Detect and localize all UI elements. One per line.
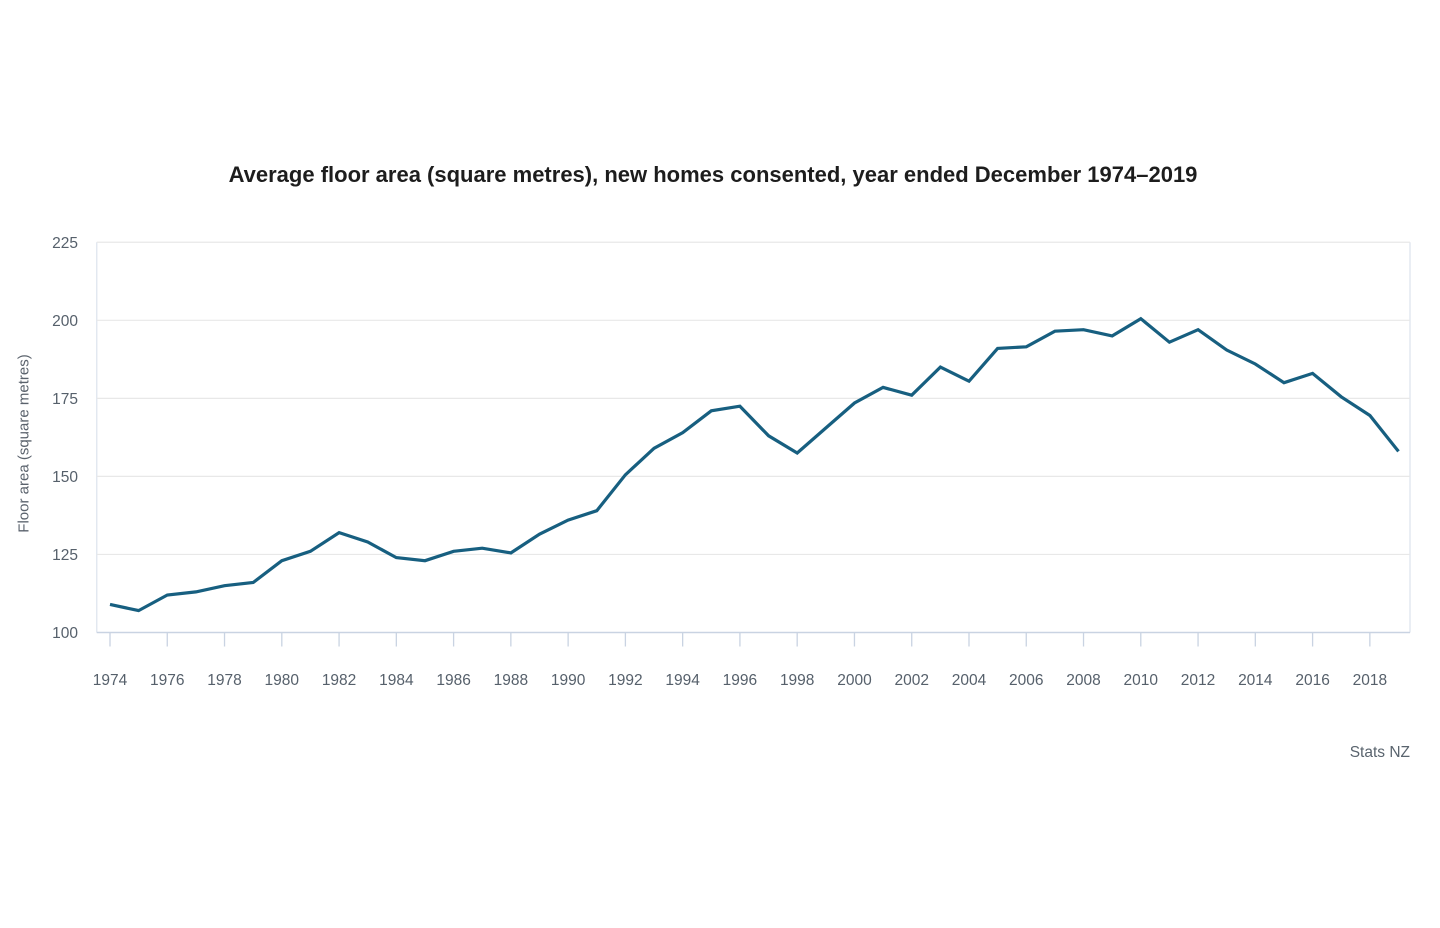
y-tick-label-175: 175	[52, 391, 78, 408]
x-tick-label-1996: 1996	[723, 672, 757, 689]
x-tick-label-1992: 1992	[608, 672, 642, 689]
x-tick-label-1984: 1984	[379, 672, 414, 689]
chart-title: Average floor area (square metres), new …	[228, 162, 1198, 187]
x-tick-label-2012: 2012	[1181, 672, 1215, 689]
x-tick-label-2010: 2010	[1124, 672, 1159, 689]
x-tick-label-1976: 1976	[150, 672, 184, 689]
x-tick-label-1998: 1998	[780, 672, 814, 689]
trend-line-average-floor-area	[109, 316, 1400, 613]
x-tick-label-1980: 1980	[265, 672, 300, 689]
x-tick-label-1990: 1990	[551, 672, 586, 689]
y-tick-label-200: 200	[52, 313, 78, 330]
x-tick-label-1986: 1986	[436, 672, 470, 689]
source-attribution: Stats NZ	[1349, 744, 1410, 761]
x-tick-label-2002: 2002	[894, 672, 928, 689]
x-tick-label-2016: 2016	[1295, 672, 1329, 689]
x-tick-label-2014: 2014	[1238, 672, 1273, 689]
y-tick-label-150: 150	[52, 469, 78, 486]
x-tick-label-2006: 2006	[1009, 672, 1043, 689]
x-tick-label-2008: 2008	[1066, 672, 1100, 689]
x-tick-label-1994: 1994	[665, 672, 700, 689]
x-tick-label-2004: 2004	[952, 672, 987, 689]
x-tick-label-1978: 1978	[207, 672, 241, 689]
x-tick-label-1974: 1974	[93, 672, 128, 689]
y-tick-label-100: 100	[52, 625, 78, 642]
x-tick-label-1982: 1982	[322, 672, 356, 689]
y-tick-label-125: 125	[52, 547, 78, 564]
y-tick-label-225: 225	[52, 235, 78, 252]
x-tick-label-2000: 2000	[837, 672, 872, 689]
x-tick-label-1988: 1988	[494, 672, 528, 689]
x-tick-label-2018: 2018	[1353, 672, 1387, 689]
